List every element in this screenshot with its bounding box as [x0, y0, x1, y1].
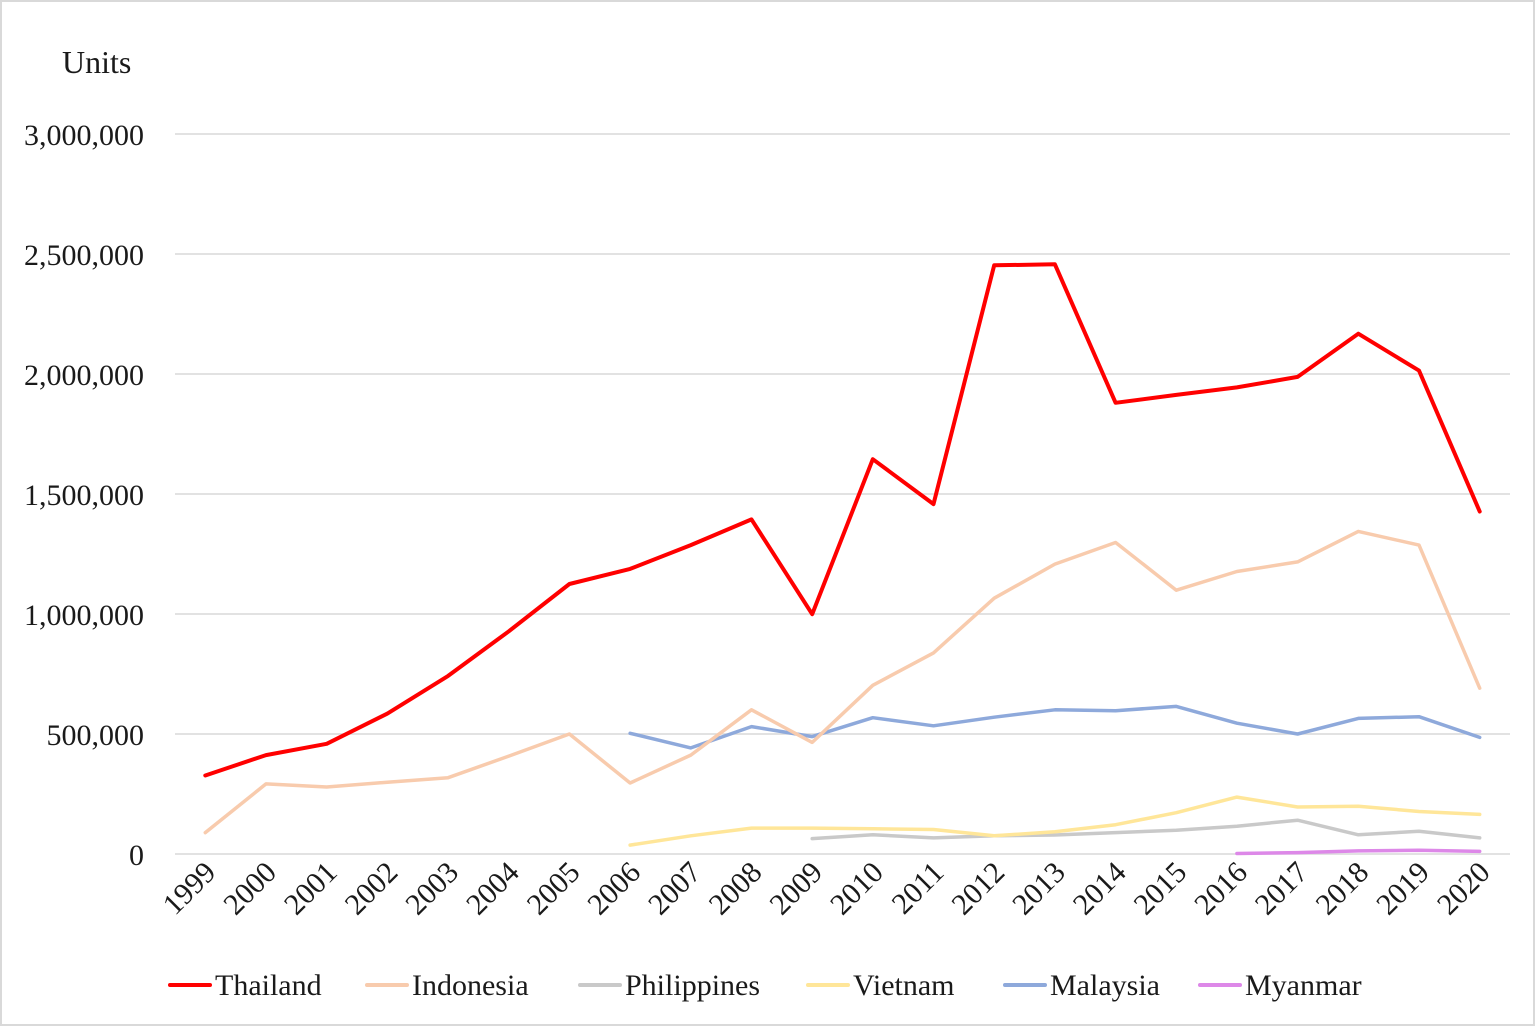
x-tick-label: 2004: [460, 856, 526, 922]
x-tick-label: 2012: [945, 856, 1011, 922]
series-lines: [203, 262, 1482, 856]
series-line-thailand: [203, 262, 1482, 778]
x-tick-label: 2010: [824, 856, 890, 922]
x-tick-label: 2019: [1370, 856, 1436, 922]
x-tick-label: 2007: [642, 856, 708, 922]
y-tick-label: 1,000,000: [24, 599, 144, 632]
y-tick-label: 0: [129, 839, 144, 872]
x-tick-label: 2006: [581, 856, 647, 922]
x-tick-label: 2000: [217, 856, 283, 922]
x-tick-label: 2003: [399, 856, 465, 922]
x-tick-label: 2017: [1249, 856, 1315, 922]
series-line-philippines: [810, 818, 1482, 841]
x-axis-ticks: 1999200020012002200320042005200620072008…: [157, 856, 1497, 922]
gridlines: [175, 133, 1510, 855]
series-line-indonesia: [203, 529, 1482, 835]
series-line-vietnam: [628, 795, 1482, 847]
series-line-myanmar: [1235, 848, 1482, 856]
x-tick-label: 2020: [1431, 856, 1497, 922]
y-tick-label: 500,000: [47, 719, 145, 752]
legend: Thailand Indonesia Philippines Vietnam Malay…: [168, 969, 1362, 1002]
series-line-malaysia: [628, 704, 1482, 750]
legend-label: Malaysia: [1050, 969, 1160, 1002]
x-tick-label: 2018: [1309, 856, 1375, 922]
y-tick-label: 3,000,000: [24, 119, 144, 152]
x-tick-label: 2008: [703, 856, 769, 922]
legend-label: Myanmar: [1245, 969, 1362, 1002]
legend-label: Thailand: [215, 969, 322, 1002]
legend-label: Philippines: [625, 969, 760, 1002]
legend-label: Vietnam: [853, 969, 955, 1002]
x-tick-label: 2014: [1067, 856, 1133, 922]
y-tick-label: 1,500,000: [24, 479, 144, 512]
x-tick-label: 2013: [1006, 856, 1072, 922]
y-tick-label: 2,500,000: [24, 239, 144, 272]
x-tick-label: 2001: [278, 856, 344, 922]
x-tick-label: 2015: [1127, 856, 1193, 922]
x-tick-label: 2002: [339, 856, 405, 922]
x-tick-label: 2009: [763, 856, 829, 922]
y-axis-ticks: 0 500,000 1,000,000 1,500,000 2,000,000 2,500…: [24, 119, 144, 872]
y-axis-unit-label: Units: [62, 44, 131, 80]
legend-label: Indonesia: [412, 969, 529, 1002]
x-tick-label: 2005: [521, 856, 587, 922]
x-tick-label: 1999: [157, 856, 223, 922]
x-tick-label: 2016: [1188, 856, 1254, 922]
y-tick-label: 2,000,000: [24, 359, 144, 392]
x-tick-label: 2011: [885, 856, 950, 921]
